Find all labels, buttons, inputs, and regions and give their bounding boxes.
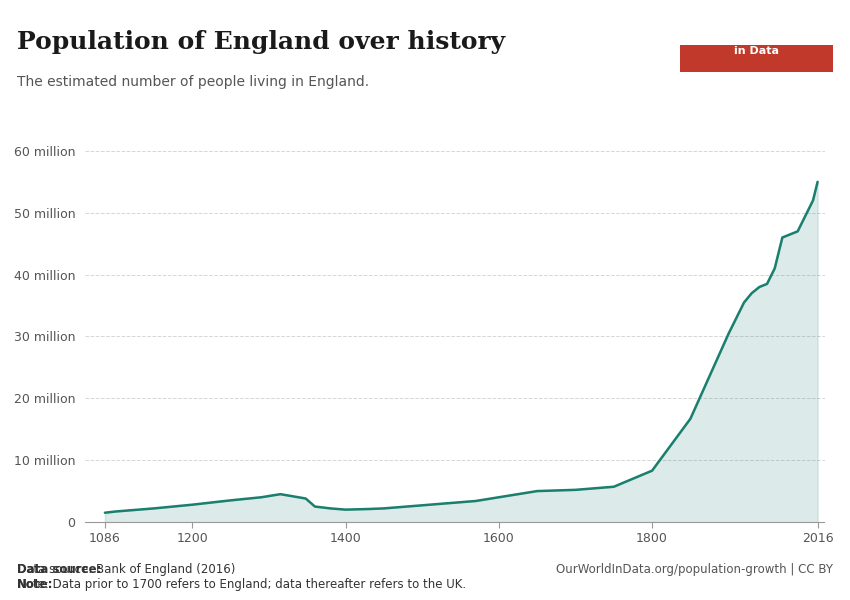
Text: Our World: Our World: [725, 30, 788, 40]
Text: Population of England over history: Population of England over history: [17, 30, 505, 54]
FancyBboxPatch shape: [634, 45, 850, 90]
Text: OurWorldInData.org/population-growth | CC BY: OurWorldInData.org/population-growth | C…: [556, 563, 833, 576]
Text: The estimated number of people living in England.: The estimated number of people living in…: [17, 75, 369, 89]
Text: Note: Data prior to 1700 refers to England; data thereafter refers to the UK.: Note: Data prior to 1700 refers to Engla…: [17, 578, 466, 591]
Text: Note:: Note:: [17, 578, 54, 591]
Text: Data source:: Data source:: [17, 563, 101, 576]
Text: in Data: in Data: [734, 46, 779, 56]
Text: Data source: Bank of England (2016): Data source: Bank of England (2016): [17, 563, 235, 576]
